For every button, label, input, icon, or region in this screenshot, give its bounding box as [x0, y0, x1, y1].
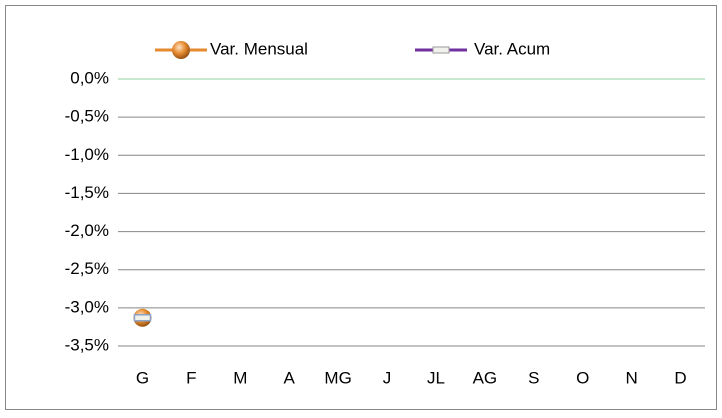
- y-tick-label: 0,0%: [70, 68, 109, 87]
- chart-border: [5, 5, 717, 410]
- x-tick-label: JL: [427, 368, 445, 387]
- x-tick-label: AG: [473, 368, 498, 387]
- y-tick-label: -1,0%: [65, 145, 109, 164]
- plot: [133, 308, 152, 327]
- x-tick-label: S: [528, 368, 539, 387]
- legend-label: Var. Acum: [474, 39, 550, 58]
- legend: Var. Mensual Var. Acum: [155, 39, 550, 59]
- x-tick-label: J: [383, 368, 392, 387]
- grid: 0,0% -0,5% -1,0% -1,5% -2,0% -2,5% -3,0% -3,5% G…: [65, 68, 705, 387]
- marker: [133, 314, 152, 322]
- legend-marker: [432, 46, 450, 54]
- x-tick-label: O: [576, 368, 589, 387]
- y-tick-label: -2,0%: [65, 221, 109, 240]
- x-tick-label: MG: [324, 368, 351, 387]
- legend-marker: [172, 41, 190, 59]
- x-tick-label: F: [186, 368, 196, 387]
- y-tick-label: -3,0%: [65, 297, 109, 316]
- x-tick-label: M: [233, 368, 247, 387]
- x-tick-label: D: [674, 368, 686, 387]
- y-tick-label: -2,5%: [65, 259, 109, 278]
- x-tick-label: N: [625, 368, 637, 387]
- legend-label: Var. Mensual: [210, 39, 308, 58]
- x-tick-label: A: [284, 368, 296, 387]
- y-tick-label: -1,5%: [65, 183, 109, 202]
- y-tick-label: -3,5%: [65, 335, 109, 354]
- x-tick-label: G: [136, 368, 149, 387]
- y-tick-label: -0,5%: [65, 107, 109, 126]
